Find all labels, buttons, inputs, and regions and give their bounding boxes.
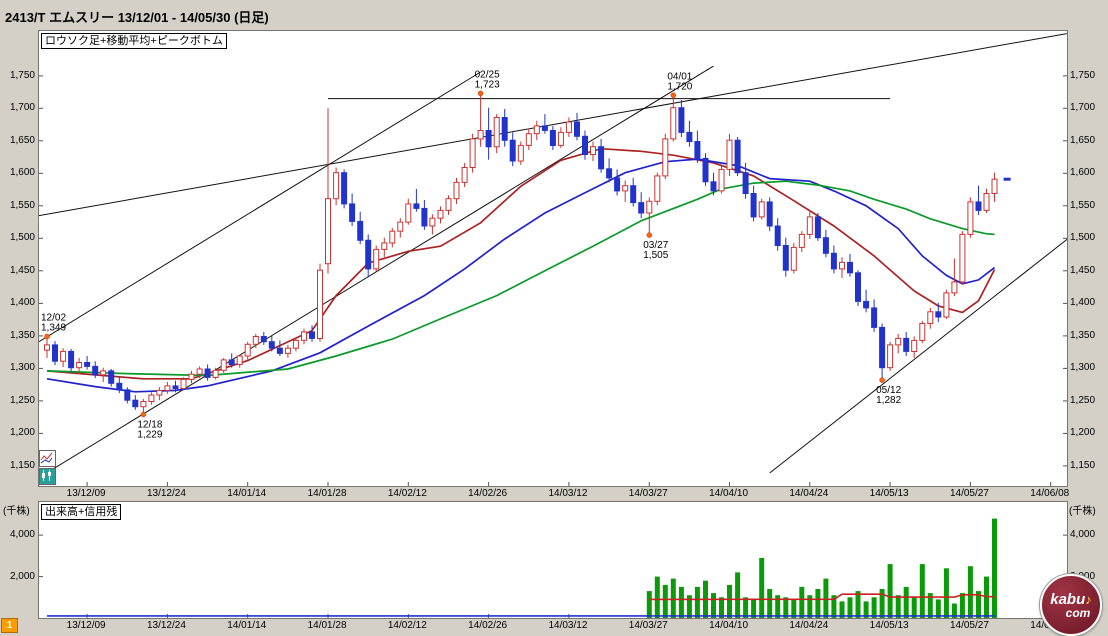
price-tick-label: 1,500 (1070, 232, 1096, 244)
volume-chart-area[interactable]: 出来高+信用残 (38, 501, 1068, 619)
svg-text:1,723: 1,723 (475, 79, 500, 90)
x-axis-date-label: 14/03/12 (548, 488, 588, 499)
price-axis-left: 1,750 1,700 1,650 1,600 1,550 1,500 1,450 1,400… (0, 30, 35, 487)
price-tick-label: 1,550 (9, 199, 35, 211)
x-axis-labels-bottom: 13/12/09 13/12/24 14/01/14 14/01/28 14/02/12… (38, 620, 1070, 632)
x-axis-date-label: 13/12/09 (66, 620, 106, 631)
x-axis-date-label: 14/02/12 (387, 620, 427, 631)
price-tick-label: 1,250 (1070, 394, 1096, 406)
page-number-badge[interactable]: 1 (1, 618, 18, 633)
svg-text:05/12: 05/12 (876, 385, 901, 396)
price-tick-label: 1,300 (1070, 362, 1096, 374)
x-axis-date-label: 14/01/28 (307, 620, 347, 631)
svg-text:1,505: 1,505 (643, 250, 668, 261)
price-tick-label: 1,300 (9, 362, 35, 374)
price-tick-label: 1,750 (1070, 69, 1096, 81)
x-axis-date-label: 14/05/27 (949, 488, 989, 499)
candlestick-tool-icon[interactable] (39, 468, 56, 485)
main-chart-legend: ロウソク足+移動平均+ピークボトム (41, 33, 227, 49)
kabu-com-logo: kabu♪ com (1040, 574, 1102, 636)
x-axis-date-label: 13/12/24 (146, 488, 186, 499)
price-tick-label: 1,750 (9, 69, 35, 81)
chart-header-title: 2413/T エムスリー 13/12/01 - 14/05/30 (日足) (5, 10, 269, 25)
price-tick-label: 1,350 (9, 329, 35, 341)
price-tick-label: 1,450 (1070, 264, 1096, 276)
x-axis-date-label: 13/12/24 (146, 620, 186, 631)
svg-text:02/25: 02/25 (475, 69, 500, 80)
svg-text:03/27: 03/27 (643, 240, 668, 251)
svg-text:12/02: 12/02 (41, 313, 66, 324)
price-tick-label: 1,200 (1070, 427, 1096, 439)
x-axis-date-label: 14/04/24 (789, 488, 829, 499)
x-axis-labels-middle: 13/12/09 13/12/24 14/01/14 14/01/28 14/02/12… (38, 488, 1070, 500)
price-tick-label: 1,700 (9, 102, 35, 114)
x-axis-date-label: 14/05/27 (949, 620, 989, 631)
price-tick-label: 1,700 (1070, 102, 1096, 114)
svg-text:1,349: 1,349 (41, 323, 66, 334)
x-axis-date-label: 13/12/09 (66, 488, 106, 499)
x-axis-date-label: 14/03/27 (628, 488, 668, 499)
candlestick-chart-area[interactable]: 12/02 1,349 12/18 1,229 02/25 1,723 03/27 1,505… (38, 30, 1068, 487)
price-tick-label: 1,450 (9, 264, 35, 276)
x-axis-date-label: 14/02/12 (387, 488, 427, 499)
x-axis-date-label: 14/03/12 (548, 620, 588, 631)
x-axis-date-label: 14/01/14 (227, 488, 267, 499)
price-tick-label: 1,650 (9, 134, 35, 146)
price-tick-label: 1,150 (9, 459, 35, 471)
logo-music-note-icon: ♪ (1085, 591, 1092, 607)
logo-text-com: com (1065, 605, 1091, 620)
x-axis-date-label: 14/02/26 (468, 620, 508, 631)
chart-tool-icons (39, 450, 56, 486)
svg-text:12/18: 12/18 (137, 420, 162, 431)
price-tick-label: 1,500 (9, 232, 35, 244)
svg-text:1,229: 1,229 (137, 430, 162, 441)
price-tick-label: 1,600 (1070, 167, 1096, 179)
x-axis-date-label: 14/04/24 (789, 620, 829, 631)
x-axis-date-label: 14/06/08 (1030, 488, 1070, 499)
x-axis-date-label: 14/02/26 (468, 488, 508, 499)
svg-text:1,282: 1,282 (876, 395, 901, 406)
x-axis-date-label: 14/03/27 (628, 620, 668, 631)
price-tick-label: 1,150 (1070, 459, 1096, 471)
volume-tick-label: 4,000 (1070, 529, 1096, 541)
volume-unit-label-right: (千株) (1069, 506, 1096, 517)
price-tick-label: 1,400 (9, 297, 35, 309)
x-axis-date-label: 14/01/14 (227, 620, 267, 631)
svg-text:04/01: 04/01 (667, 71, 692, 82)
price-tick-label: 1,250 (9, 394, 35, 406)
volume-axis-left: 4,000 2,000 (0, 501, 35, 617)
volume-tick-label: 4,000 (9, 529, 35, 541)
price-tick-label: 1,550 (1070, 199, 1096, 211)
volume-unit-label-left: (千株) (3, 506, 30, 517)
x-axis-date-label: 14/05/13 (869, 620, 909, 631)
x-axis-date-label: 14/01/28 (307, 488, 347, 499)
price-tick-label: 1,350 (1070, 329, 1096, 341)
x-axis-date-label: 14/04/10 (709, 620, 749, 631)
price-axis-right: 1,750 1,700 1,650 1,600 1,550 1,500 1,450 1,400… (1070, 30, 1107, 487)
volume-chart-legend: 出来高+信用残 (41, 504, 122, 520)
price-tick-label: 1,650 (1070, 134, 1096, 146)
price-tick-label: 1,600 (9, 167, 35, 179)
x-axis-date-label: 14/05/13 (869, 488, 909, 499)
svg-text:1,720: 1,720 (667, 81, 692, 92)
volume-tick-label: 2,000 (9, 570, 35, 582)
x-axis-date-label: 14/04/10 (709, 488, 749, 499)
logo-text-kabu: kabu (1050, 590, 1086, 608)
line-chart-tool-icon[interactable] (39, 450, 56, 467)
price-tick-label: 1,200 (9, 427, 35, 439)
price-tick-label: 1,400 (1070, 297, 1096, 309)
